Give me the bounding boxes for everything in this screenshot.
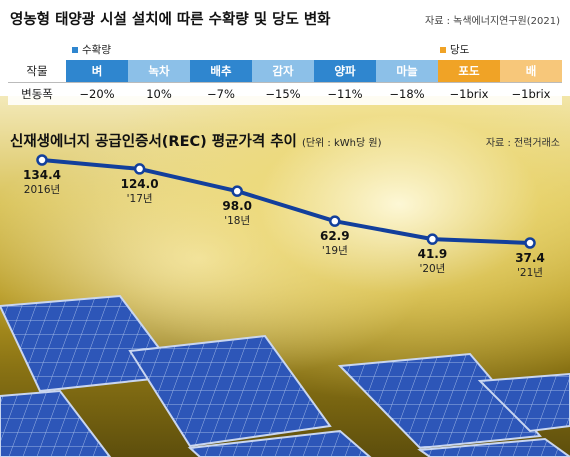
series-line xyxy=(41,158,531,245)
crop-change: −7% xyxy=(190,82,252,105)
x-tick-label: 2016년 xyxy=(24,184,60,196)
crop-name: 녹차 xyxy=(128,60,190,83)
chart-title: 신재생에너지 공급인증서(REC) 평균가격 추이 (단위 : kWh당 원) xyxy=(10,130,381,151)
data-label: 41.9 xyxy=(418,247,448,261)
top-title: 영농형 태양광 시설 설치에 따른 수확량 및 당도 변화 xyxy=(10,12,331,28)
crop-change: −18% xyxy=(376,82,438,105)
crop-name: 배추 xyxy=(190,60,252,83)
chart-unit: (단위 : kWh당 원) xyxy=(301,138,382,149)
chart-source: 자료 : 전력거래소 xyxy=(485,138,560,149)
crop-header-row: 작물 벼 녹차 배추 감자 양파 마늘 포도 배 xyxy=(8,60,562,83)
crop-name: 배 xyxy=(500,60,562,83)
x-tick-label: '18년 xyxy=(224,215,250,227)
crop-name: 포도 xyxy=(438,60,500,83)
row-label-change: 변동폭 xyxy=(8,82,66,105)
x-tick-label: '21년 xyxy=(517,267,543,279)
crop-change: −1brix xyxy=(500,82,562,105)
crop-name: 벼 xyxy=(66,60,128,83)
data-label: 134.4 xyxy=(23,168,61,182)
data-point xyxy=(426,233,439,245)
x-tick-label: '17년 xyxy=(127,193,153,205)
legend-yield: 수확량 xyxy=(72,42,111,57)
x-tick-label: '20년 xyxy=(419,263,445,275)
data-point xyxy=(231,185,243,197)
data-point xyxy=(329,215,341,227)
crop-change: −11% xyxy=(314,82,376,105)
legend-sugar: 당도 xyxy=(440,42,469,57)
crop-change: 10% xyxy=(128,82,190,105)
crop-change: −20% xyxy=(66,82,128,105)
crop-change-row: 변동폭 −20% 10% −7% −15% −11% −18% −1brix −… xyxy=(8,82,562,105)
legend-sugar-swatch xyxy=(440,47,446,53)
data-label: 124.0 xyxy=(121,177,159,191)
data-point xyxy=(36,154,48,166)
data-label: 98.0 xyxy=(222,199,252,213)
crop-name: 감자 xyxy=(252,60,314,83)
data-point xyxy=(133,163,146,175)
x-tick-label: '19년 xyxy=(322,245,348,257)
crop-change: −1brix xyxy=(438,82,500,105)
chart-title-text: 신재생에너지 공급인증서(REC) 평균가격 추이 xyxy=(10,134,297,150)
data-point xyxy=(524,237,536,249)
crop-change: −15% xyxy=(252,82,314,105)
top-source: 자료 : 녹색에너지연구원(2021) xyxy=(425,16,560,27)
crop-name: 양파 xyxy=(314,60,376,83)
crop-table: 작물 벼 녹차 배추 감자 양파 마늘 포도 배 변동폭 −20% 10% −7… xyxy=(8,60,562,105)
solar-panels-image xyxy=(0,294,570,457)
legend-yield-label: 수확량 xyxy=(82,44,111,56)
data-label: 62.9 xyxy=(320,229,350,243)
legend-sugar-label: 당도 xyxy=(450,44,470,56)
legend-yield-swatch xyxy=(72,47,78,53)
crop-name: 마늘 xyxy=(376,60,438,83)
data-label: 37.4 xyxy=(515,251,545,265)
row-label-crop: 작물 xyxy=(26,64,48,78)
